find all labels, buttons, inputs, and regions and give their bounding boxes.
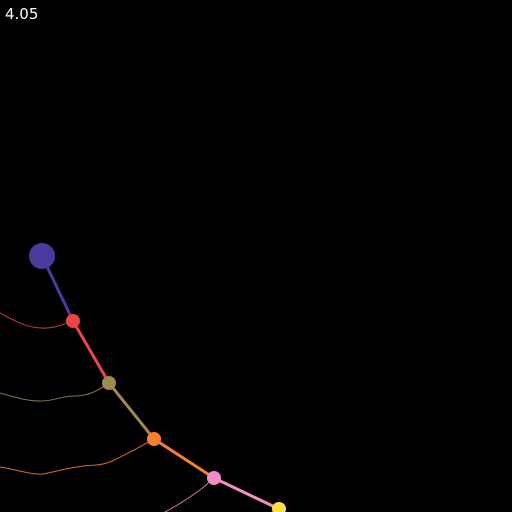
rods-layer [40, 254, 281, 511]
segment-4 [152, 437, 216, 480]
pivot-bob [29, 243, 55, 269]
bob-1 [66, 314, 80, 328]
segment-5 [212, 476, 281, 511]
segment-3 [107, 381, 156, 441]
bob-4 [207, 471, 221, 485]
trails-layer [0, 312, 215, 512]
bob-2 [102, 376, 116, 390]
bob-5 [272, 502, 286, 512]
trail-bob-4 [164, 477, 215, 512]
bob-3 [147, 432, 161, 446]
segment-2 [71, 319, 111, 385]
time-readout: 4.05 [5, 5, 39, 23]
trail-bob-2 [0, 382, 110, 402]
trail-bob-1 [0, 312, 74, 329]
bobs-layer [29, 243, 286, 512]
trail-bob-3 [0, 438, 155, 475]
